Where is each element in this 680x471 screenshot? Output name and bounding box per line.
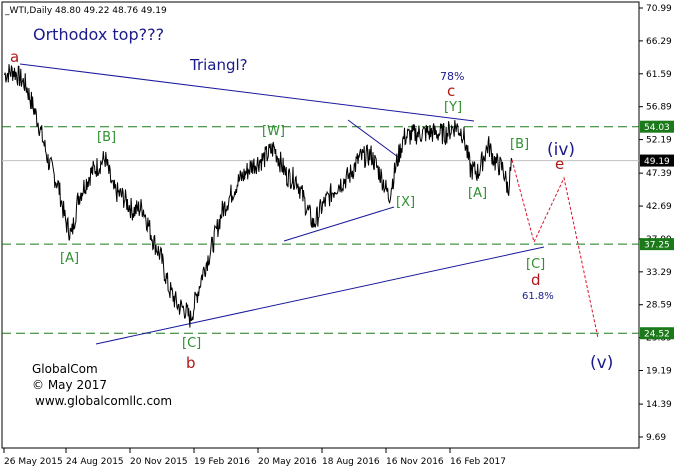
wave-B-left-label: [B] [97,130,116,145]
watermark: GlobalCom © May 2017 www.globalcomllc.co… [32,362,172,408]
forecast-path [511,159,599,339]
wave-iv-label: (iv) [547,140,575,160]
wave-A-left-label: [A] [60,251,79,266]
date-tick-label: 16 Feb 2017 [450,457,506,467]
wave-labels: a Orthodox top??? Triangl? 78% c [Y] [W]… [10,25,613,373]
wave-A-right-label: [A] [468,186,487,201]
wave-x-lower-line [283,206,395,242]
triangle-lower-line [95,246,545,345]
wave-d-label: d [531,271,541,289]
wave-C-right-label: [C] [526,257,545,272]
level-tag-label: 54.03 [644,123,670,133]
wave-a-label: a [10,48,19,66]
price-tick-label: 9.69 [646,433,666,443]
date-tick-label: 16 Nov 2016 [386,457,444,467]
wave-Y-label: [Y] [444,100,462,115]
wave-X-label: [X] [396,195,415,210]
wave-B-right-label: [B] [510,137,529,152]
level-tag [640,238,674,251]
date-tick-label: 26 May 2015 [4,457,63,467]
date-axis-ticks: 26 May 2015 24 Aug 2015 20 Nov 2015 19 Feb … [3,448,506,467]
trendlines [19,63,545,345]
level-tag-label: 24.52 [644,330,670,340]
price-tick-label: 52.19 [646,136,672,146]
price-tick-label: 61.59 [646,70,672,80]
price-tick-label: 47.39 [646,169,672,179]
orthodox-top-label: Orthodox top??? [33,25,164,44]
level-tag [640,120,674,133]
price-tick-label: 14.39 [646,400,672,410]
watermark-copyright: © May 2017 [32,378,107,392]
price-axis-ticks: 70.9966.2961.5956.8952.1947.3942.6937.99… [639,4,672,443]
wave-x-upper-line [347,119,399,158]
pct-78-label: 78% [440,70,464,83]
level-tag [640,327,674,340]
wave-C-bottom-label: [C] [182,336,201,351]
price-tick-label: 19.19 [646,367,672,377]
triangl-label: Triangl? [189,56,248,74]
wave-e-label: e [555,155,564,173]
current-price-tag-label: 49.19 [644,157,670,167]
horizontal-levels: 54.03 49.19 37.25 24.52 [2,120,674,340]
wave-v-label: (v) [590,353,613,373]
pct-618-label: 61.8% [522,291,554,302]
price-tick-label: 56.89 [646,103,672,113]
price-tick-label: 33.29 [646,268,672,278]
date-tick-label: 24 Aug 2015 [66,457,124,467]
price-tick-label: 28.59 [646,301,672,311]
date-tick-label: 18 Aug 2016 [322,457,380,467]
wave-W-label: [W] [262,124,285,139]
date-tick-label: 20 May 2016 [258,457,317,467]
watermark-site: www.globalcomllc.com [35,394,172,408]
watermark-company: GlobalCom [32,362,98,376]
chart-header: _WTI,Daily 48.80 49.22 48.76 49.19 [4,6,167,16]
price-tick-label: 66.29 [646,37,672,47]
date-tick-label: 19 Feb 2016 [194,457,250,467]
current-price-tag [640,154,674,167]
price-tick-label: 42.69 [646,202,672,212]
price-tick-label: 70.99 [646,4,672,14]
triangle-upper-line [19,63,475,122]
wave-b-label: b [186,354,196,372]
wave-c-label: c [447,82,455,100]
level-tag-label: 37.25 [644,241,670,251]
price-series-line [4,64,513,328]
date-tick-label: 20 Nov 2015 [130,457,188,467]
